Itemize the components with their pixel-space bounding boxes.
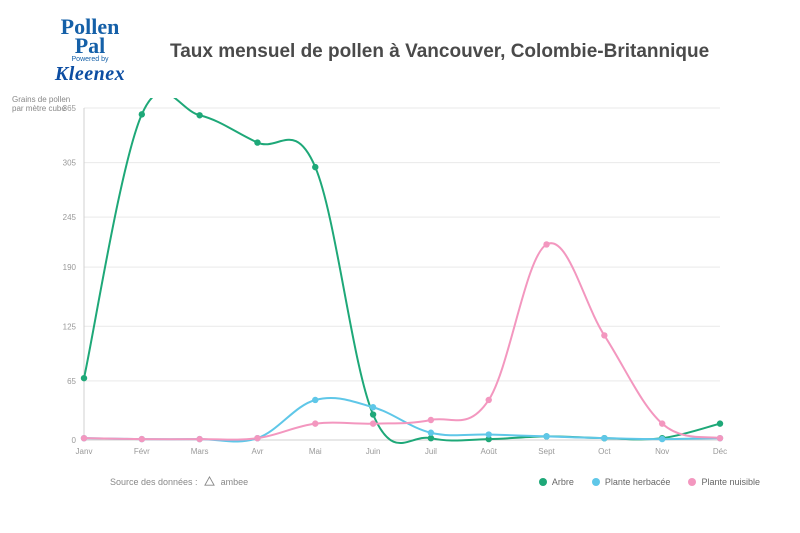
- source-label: Source des données :: [110, 477, 198, 487]
- legend-item-plante-herbacee: Plante herbacée: [592, 477, 671, 487]
- legend-dot: [539, 478, 547, 486]
- logo-brand: Kleenex: [30, 63, 150, 86]
- svg-text:65: 65: [67, 377, 76, 386]
- logo-line2: Pal: [30, 37, 150, 56]
- legend-dot: [592, 478, 600, 486]
- legend-dot: [688, 478, 696, 486]
- svg-text:Sept: Sept: [538, 447, 555, 456]
- legend-label: Plante nuisible: [701, 477, 760, 487]
- svg-text:Mai: Mai: [309, 447, 322, 456]
- svg-text:Mars: Mars: [191, 447, 209, 456]
- header: Pollen Pal Powered by Kleenex Taux mensu…: [0, 0, 800, 92]
- svg-text:Juil: Juil: [425, 447, 437, 456]
- legend-item-arbre: Arbre: [539, 477, 574, 487]
- legend-item-plante-nuisible: Plante nuisible: [688, 477, 760, 487]
- y-axis-title: Grains de pollen par mètre cube: [12, 96, 82, 114]
- ambee-icon: [204, 476, 215, 487]
- chart-container: Grains de pollen par mètre cube 06512519…: [30, 98, 770, 468]
- legend-label: Arbre: [552, 477, 574, 487]
- data-source: Source des données : ambee: [110, 476, 248, 487]
- source-name: ambee: [221, 477, 249, 487]
- svg-text:0: 0: [72, 436, 77, 445]
- svg-text:Janv: Janv: [76, 447, 93, 456]
- legend: Arbre Plante herbacée Plante nuisible: [539, 477, 760, 487]
- legend-label: Plante herbacée: [605, 477, 671, 487]
- svg-text:190: 190: [63, 264, 77, 273]
- svg-text:Juin: Juin: [366, 447, 381, 456]
- svg-text:125: 125: [63, 323, 77, 332]
- svg-text:Nov: Nov: [655, 447, 669, 456]
- svg-text:245: 245: [63, 214, 77, 223]
- logo-powered: Powered by: [30, 56, 150, 63]
- svg-text:Avr: Avr: [252, 447, 264, 456]
- svg-text:305: 305: [63, 159, 77, 168]
- svg-text:Oct: Oct: [598, 447, 611, 456]
- chart-footer: Source des données : ambee Arbre Plante …: [0, 468, 800, 487]
- svg-text:Août: Août: [480, 447, 497, 456]
- svg-text:Déc: Déc: [713, 447, 727, 456]
- brand-logo: Pollen Pal Powered by Kleenex: [30, 18, 150, 86]
- page-title: Taux mensuel de pollen à Vancouver, Colo…: [170, 41, 770, 63]
- svg-text:Févr: Févr: [134, 447, 150, 456]
- pollen-line-chart: 065125190245305365JanvFévrMarsAvrMaiJuin…: [30, 98, 730, 468]
